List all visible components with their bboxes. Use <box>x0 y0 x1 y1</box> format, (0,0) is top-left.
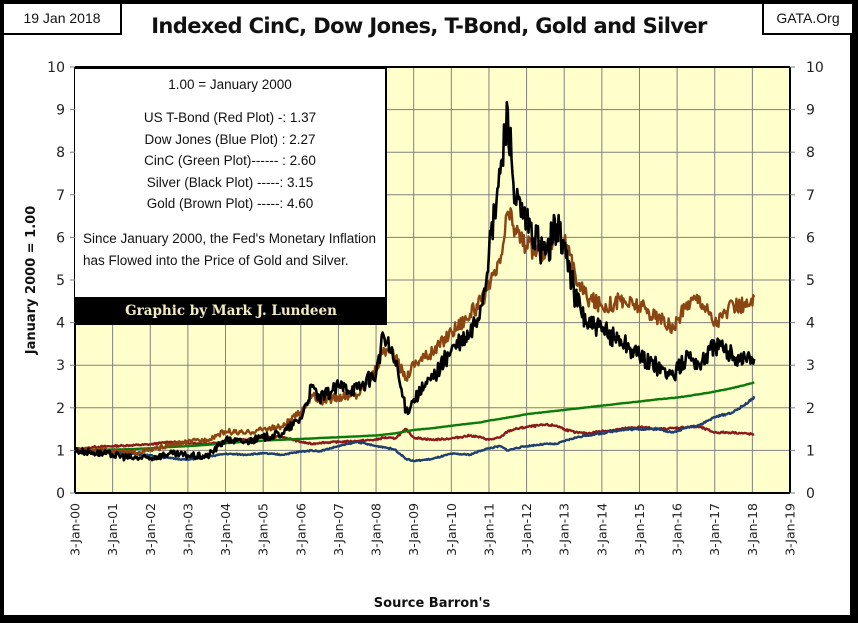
x-tick-label: 3-Jan-16 <box>670 503 685 556</box>
y-tick-label-right: 7 <box>806 188 815 204</box>
legend-row-gold: Gold (Brown Plot) -----: 4.60 <box>146 196 314 211</box>
y-axis-right: 0 1 2 3 4 5 6 7 8 9 10 <box>790 60 824 502</box>
y-tick-label-right: 8 <box>806 145 815 161</box>
x-tick-label: 3-Jan-18 <box>745 503 760 556</box>
y-tick-label-left: 1 <box>56 443 65 459</box>
y-tick-label-left: 0 <box>56 486 65 502</box>
x-tick-label: 3-Jan-02 <box>143 503 158 556</box>
x-tick-label: 3-Jan-14 <box>594 503 609 556</box>
y-tick-label-left: 3 <box>56 358 65 374</box>
legend-rows: US T-Bond (Red Plot) -: 1.37 Dow Jones (… <box>75 107 385 215</box>
x-tick-label: 3-Jan-08 <box>369 503 384 556</box>
legend-note: Since January 2000, the Fed's Monetary I… <box>83 231 376 268</box>
y-tick-label-right: 10 <box>806 60 824 76</box>
legend-row-tbond: US T-Bond (Red Plot) -: 1.37 <box>143 110 317 125</box>
y-tick-label-left: 6 <box>56 230 65 246</box>
x-tick-label: 3-Jan-05 <box>256 503 271 556</box>
series-line-gold <box>74 207 756 456</box>
x-tick-label: 3-Jan-01 <box>105 503 120 556</box>
x-tick-label: 3-Jan-17 <box>707 503 722 556</box>
x-tick-label: 3-Jan-04 <box>218 503 233 556</box>
x-tick-label: 3-Jan-06 <box>293 503 308 556</box>
series-line-dow <box>74 395 756 463</box>
y-tick-label-right: 4 <box>806 316 815 332</box>
series-line-cinc <box>74 381 755 452</box>
y-tick-label-left: 5 <box>56 273 65 289</box>
x-tick-label: 3-Jan-19 <box>783 503 798 556</box>
y-tick-label-left: 10 <box>47 60 65 76</box>
y-tick-label-right: 9 <box>806 103 815 119</box>
x-tick-label: 3-Jan-03 <box>180 503 195 556</box>
y-tick-label-right: 1 <box>806 443 815 459</box>
y-tick-label-left: 9 <box>56 103 65 119</box>
date-label: 19 Jan 2018 <box>4 4 122 35</box>
legend-box: 1.00 = January 2000 US T-Bond (Red Plot)… <box>75 67 387 300</box>
site-label: GATA.Org <box>762 4 852 35</box>
legend-row-silver: Silver (Black Plot) -----: 3.15 <box>146 174 314 190</box>
y-tick-label-left: 4 <box>56 316 65 332</box>
legend-row-cinc: CinC (Green Plot)------ : 2.60 <box>144 153 316 168</box>
x-axis-title: Source Barron's <box>374 596 491 611</box>
y-tick-label-left: 7 <box>56 188 65 204</box>
series-layer <box>73 100 756 463</box>
legend-row-dow: Dow Jones (Blue Plot) : 2.27 <box>144 131 316 147</box>
y-axis-title: January 2000 = 1.00 <box>24 206 39 356</box>
y-tick-label-right: 3 <box>806 358 815 374</box>
x-tick-label: 3-Jan-07 <box>331 503 346 556</box>
y-tick-label-right: 2 <box>806 401 815 417</box>
x-tick-label: 3-Jan-09 <box>406 503 421 556</box>
y-axis-left: 0 1 2 3 4 5 6 7 8 9 10 <box>47 60 75 502</box>
y-tick-label-left: 2 <box>56 401 65 417</box>
x-tick-label: 3-Jan-12 <box>519 503 534 556</box>
credit-banner: Graphic by Mark J. Lundeen <box>75 297 387 325</box>
x-tick-label: 3-Jan-13 <box>557 503 572 556</box>
y-tick-label-left: 8 <box>56 145 65 161</box>
x-tick-label: 3-Jan-15 <box>632 503 647 556</box>
chart-title: Indexed CinC, Dow Jones, T-Bond, Gold an… <box>151 14 707 38</box>
y-tick-label-right: 5 <box>806 273 815 289</box>
x-axis: 3-Jan-00 3-Jan-01 3-Jan-02 3-Jan-03 3-Jan-04… <box>68 503 798 556</box>
x-tick-label: 3-Jan-10 <box>444 503 459 556</box>
y-tick-label-right: 0 <box>806 486 815 502</box>
x-tick-label: 3-Jan-11 <box>481 503 496 556</box>
y-tick-label-right: 6 <box>806 230 815 246</box>
x-tick-label: 3-Jan-00 <box>68 503 83 556</box>
legend-heading: 1.00 = January 2000 <box>168 77 292 92</box>
series-line-silver <box>73 100 756 462</box>
